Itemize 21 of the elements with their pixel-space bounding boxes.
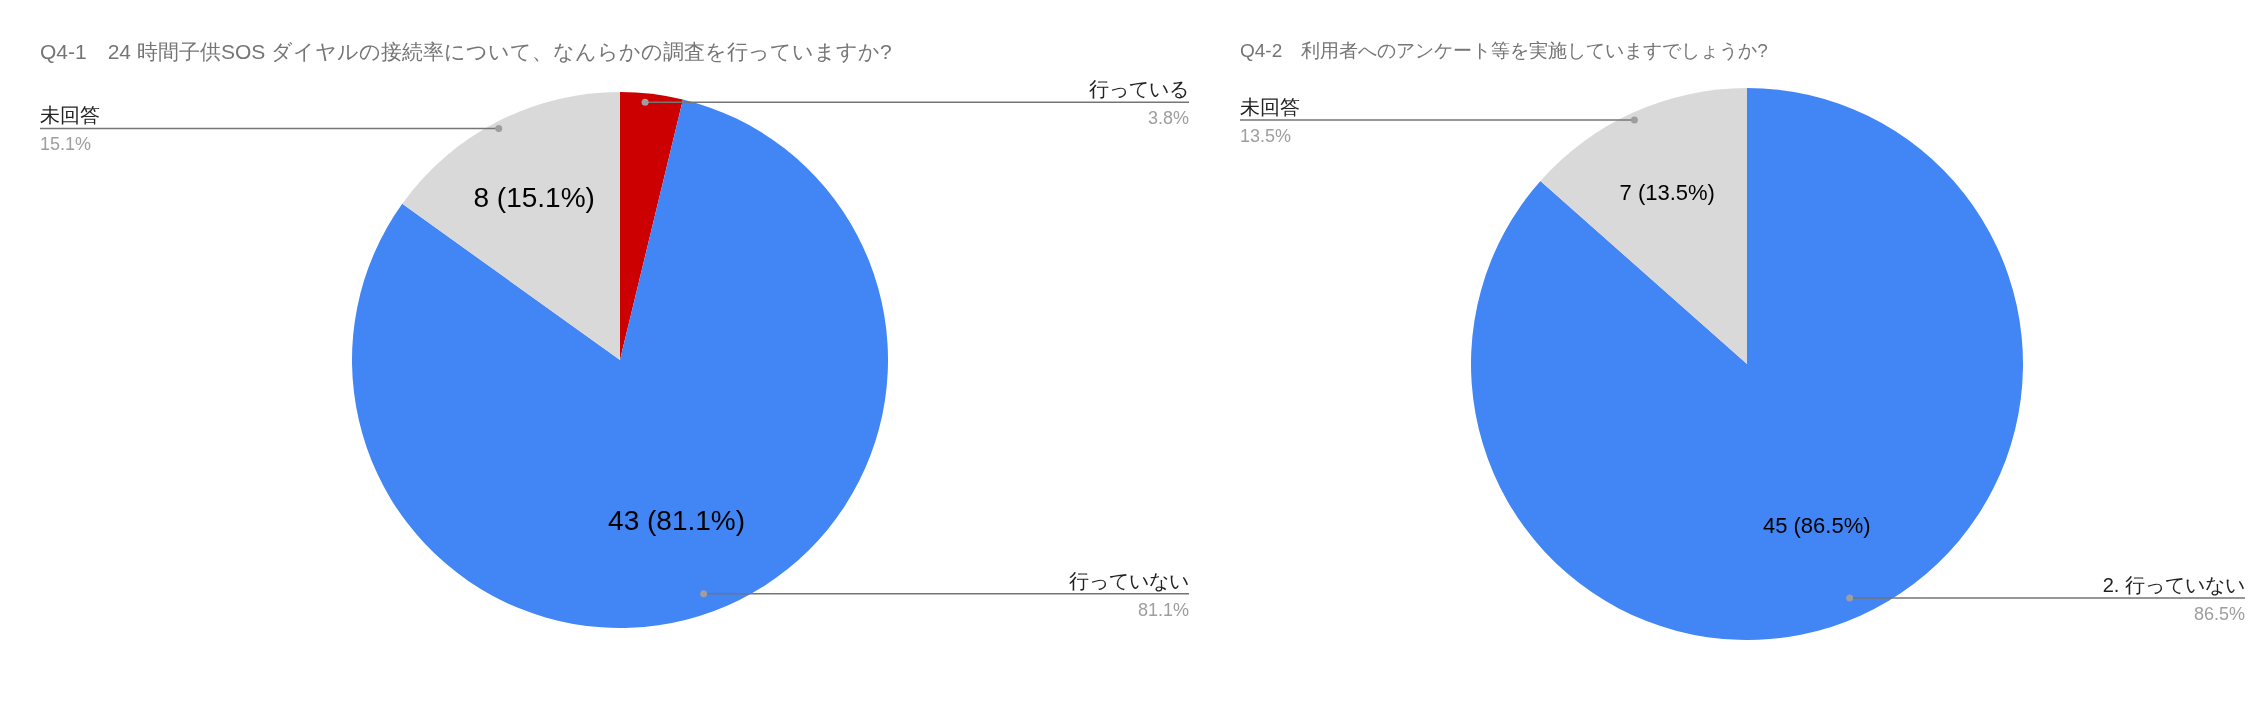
text: 3.8% [1147, 108, 1189, 129]
pie-slice [352, 99, 888, 628]
text: 15.1% [40, 134, 92, 155]
data-label: 7 (13.5%) [1619, 180, 1715, 206]
pie-slice [1540, 88, 1747, 364]
slice-label: 行っていない [1069, 569, 1189, 592]
slice-label: 行っている [1089, 78, 1189, 101]
pie-slice [620, 92, 683, 360]
data-label: 45 (86.5%) [1762, 512, 1871, 538]
data-label: 8 (15.1%) [473, 182, 595, 214]
text: 13.5% [1240, 125, 1292, 146]
chart-title: Q4-2 利用者へのアンケート等を実施していますでしょうか? [1240, 39, 1768, 63]
slice-label: 未回答 [1240, 95, 1300, 118]
pie-slice [402, 92, 620, 360]
data-label: 43 (81.1%) [608, 505, 746, 537]
pie-slice [1471, 88, 2023, 640]
chart-title: Q4-1 24 時間子供SOS ダイヤルの接続率について、なんらかの調査を行っていますか? [40, 39, 892, 65]
slice-label: 2. 行っていない [2102, 574, 2245, 597]
text: 81.1% [1137, 599, 1189, 620]
slice-label: 未回答 [40, 104, 100, 127]
text: 86.5% [2193, 604, 2245, 625]
